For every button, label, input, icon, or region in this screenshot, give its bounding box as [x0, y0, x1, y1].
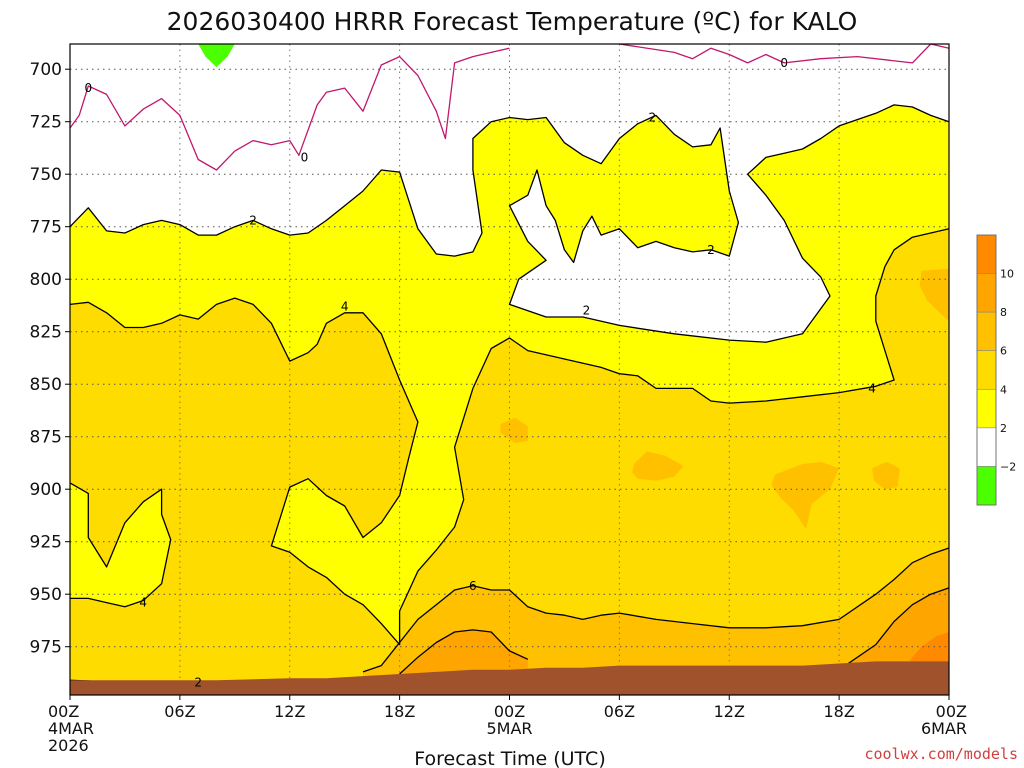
x-tick-label-24-1: 5MAR: [486, 719, 532, 738]
contour-label-7: 2: [194, 675, 202, 689]
region-above-6-spot-3: [771, 461, 840, 530]
y-tick-label-700: 700: [30, 60, 62, 80]
x-tick-label-0-2: 2026: [48, 736, 89, 755]
y-tick-label-850: 850: [30, 375, 62, 395]
y-tick-label-725: 725: [30, 113, 62, 133]
contour-line-6-6: [362, 547, 950, 673]
contour-label-9: 4: [868, 381, 876, 395]
contour-line-4-5: [69, 482, 172, 608]
grid-lines: [70, 44, 949, 695]
x-tick-label-6-0: 06Z: [164, 702, 195, 721]
y-tick-label-900: 900: [30, 480, 62, 500]
region-above-6-spot-2: [632, 451, 684, 481]
colorbar-segment-1: [976, 273, 997, 313]
y-tick-label-825: 825: [30, 323, 62, 343]
y-tick-label-975: 975: [30, 638, 62, 658]
chart-title: 2026030400 HRRR Forecast Temperature (ºC…: [167, 7, 858, 36]
x-tick-label-30-0: 06Z: [604, 702, 635, 721]
contour-line-4-4: [69, 228, 950, 646]
contour-label-8: 4: [341, 300, 349, 314]
colorbar-segment-0: [976, 234, 997, 274]
colorbar-segment-4: [976, 388, 997, 429]
y-axis: 700 725 750 775 800 825 850 875 900 925 950 975: [30, 60, 70, 658]
colorbar: 10 8 6 4 2 −2: [976, 234, 1016, 506]
y-tick-label-925: 925: [30, 533, 62, 553]
colorbar-segment-3: [976, 350, 997, 390]
contour-line-0-0: [69, 47, 510, 171]
contour-label-3: 2: [249, 213, 257, 227]
x-tick-label-0-0: 00Z: [48, 702, 79, 721]
x-tick-label-48-0: 00Z: [936, 702, 967, 721]
contour-label-5: 2: [707, 243, 715, 257]
colorbar-segment-6: [976, 466, 997, 506]
colorbar-segment-5: [976, 427, 997, 467]
y-tick-label-750: 750: [30, 165, 62, 185]
x-tick-label-36-0: 12Z: [714, 702, 745, 721]
region-above-6-spot-4: [872, 461, 900, 490]
plot-area: 0 0 0 2 2 2 2 2 4 4 4 6: [69, 43, 950, 696]
contour-label-0: 0: [84, 81, 92, 95]
y-tick-label-950: 950: [30, 585, 62, 605]
x-tick-label-0-1: 4MAR: [48, 719, 94, 738]
contour-label-2: 0: [780, 56, 788, 70]
region-above-6-spot-5: [919, 268, 949, 322]
contour-label-6: 2: [583, 304, 591, 318]
x-axis-label: Forecast Time (UTC): [414, 748, 605, 768]
contour-line-0-1: [619, 43, 950, 64]
colorbar-label-1: 8: [1000, 306, 1007, 319]
contour-label-1: 0: [301, 150, 309, 164]
x-tick-label-18-0: 18Z: [384, 702, 415, 721]
colorbar-label-0: 10: [1000, 268, 1014, 281]
y-tick-label-800: 800: [30, 270, 62, 290]
contour-line-8-7: [399, 629, 529, 675]
region-below-minus-2: [198, 44, 235, 68]
y-tick-label-875: 875: [30, 428, 62, 448]
terrain-fill: [70, 661, 949, 695]
credit-text: coolwx.com/models: [864, 745, 1018, 763]
contour-labels: 0 0 0 2 2 2 2 2 4 4 4 6: [84, 56, 875, 690]
contour-label-4: 2: [649, 111, 657, 125]
terrain-layer: [70, 661, 949, 695]
x-tick-label-48-1: 6MAR: [921, 719, 967, 738]
colorbar-label-3: 4: [1000, 383, 1007, 396]
contour-label-10: 4: [139, 596, 147, 610]
contour-line-8-8: [838, 587, 950, 671]
colorbar-label-2: 6: [1000, 345, 1007, 358]
x-tick-label-24-0: 00Z: [494, 702, 525, 721]
colorbar-frame: [976, 234, 997, 506]
x-tick-label-12-0: 12Z: [274, 702, 305, 721]
colorbar-segment-2: [976, 311, 997, 352]
y-tick-label-775: 775: [30, 218, 62, 238]
x-tick-label-42-0: 18Z: [823, 702, 854, 721]
colorbar-label-4: 2: [1000, 422, 1007, 435]
contour-label-11: 6: [469, 579, 477, 593]
colorbar-label-5: −2: [1000, 460, 1016, 473]
contour-line-2-2: [69, 104, 950, 343]
region-above-6-spot-1: [500, 417, 528, 443]
